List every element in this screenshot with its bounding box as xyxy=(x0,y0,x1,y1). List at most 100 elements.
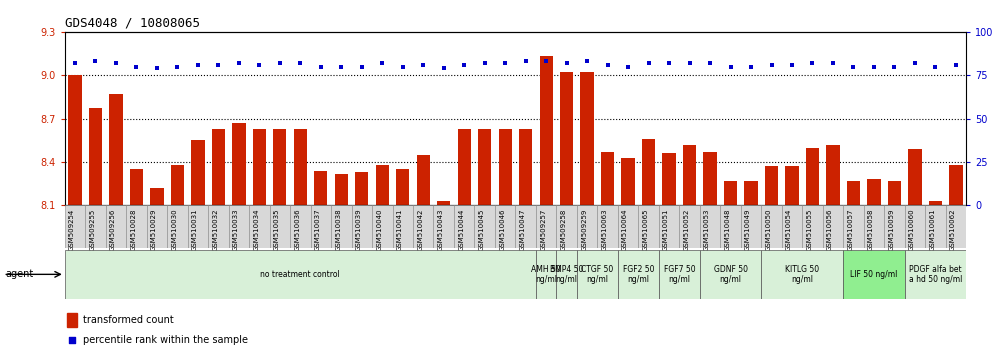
Bar xyxy=(375,165,388,205)
Bar xyxy=(577,205,598,248)
Bar xyxy=(311,205,331,248)
Text: GSM510058: GSM510058 xyxy=(868,209,873,251)
Text: AMH 50
ng/ml: AMH 50 ng/ml xyxy=(531,265,561,284)
Bar xyxy=(945,205,966,248)
Bar xyxy=(249,205,270,248)
Bar xyxy=(785,166,799,205)
Bar xyxy=(273,129,287,205)
Bar xyxy=(557,250,577,299)
Text: GSM509257: GSM509257 xyxy=(540,209,546,251)
Point xyxy=(764,62,780,68)
Text: GSM510043: GSM510043 xyxy=(437,209,444,251)
Text: no treatment control: no treatment control xyxy=(260,270,341,279)
Bar xyxy=(904,250,966,299)
Point xyxy=(497,60,513,66)
Bar xyxy=(433,205,454,248)
Point xyxy=(108,60,124,66)
Text: GSM510056: GSM510056 xyxy=(827,209,833,251)
Bar xyxy=(110,94,123,205)
Point xyxy=(805,60,821,66)
Point xyxy=(149,65,165,71)
Bar xyxy=(765,166,778,205)
Bar xyxy=(540,56,553,205)
Text: GSM510048: GSM510048 xyxy=(724,209,730,251)
Bar xyxy=(352,205,373,248)
Text: GSM510052: GSM510052 xyxy=(683,209,689,251)
Point xyxy=(128,64,144,69)
Point xyxy=(67,60,83,66)
Bar xyxy=(536,250,557,299)
Point xyxy=(948,62,964,68)
Point xyxy=(661,60,677,66)
Bar xyxy=(618,205,638,248)
Bar xyxy=(170,165,184,205)
Bar xyxy=(662,153,675,205)
Bar xyxy=(516,205,536,248)
Point xyxy=(907,60,923,66)
Bar xyxy=(744,181,758,205)
Bar xyxy=(413,205,433,248)
Bar xyxy=(89,108,103,205)
Bar xyxy=(478,129,491,205)
Bar xyxy=(724,181,737,205)
Point xyxy=(169,64,185,69)
Text: GSM510062: GSM510062 xyxy=(950,209,956,251)
Bar xyxy=(618,250,658,299)
Bar xyxy=(373,205,392,248)
Bar xyxy=(581,72,594,205)
Text: GSM510040: GSM510040 xyxy=(376,209,382,251)
Text: BMP4 50
ng/ml: BMP4 50 ng/ml xyxy=(550,265,584,284)
Bar xyxy=(65,205,86,248)
Bar xyxy=(683,145,696,205)
Point xyxy=(559,60,575,66)
Bar xyxy=(658,250,700,299)
Point xyxy=(231,60,247,66)
Bar xyxy=(167,205,187,248)
Bar xyxy=(601,152,615,205)
Text: GSM510045: GSM510045 xyxy=(479,209,485,251)
Bar xyxy=(844,205,864,248)
Bar xyxy=(86,205,106,248)
Bar xyxy=(823,205,844,248)
Text: GSM510030: GSM510030 xyxy=(171,209,177,251)
Bar xyxy=(864,205,884,248)
Bar xyxy=(457,129,471,205)
Point xyxy=(743,64,759,69)
Bar xyxy=(499,129,512,205)
Bar xyxy=(495,205,516,248)
Text: GSM510059: GSM510059 xyxy=(888,209,894,251)
Text: GSM510042: GSM510042 xyxy=(417,209,423,251)
Point xyxy=(190,62,206,68)
Point xyxy=(702,60,718,66)
Bar xyxy=(396,169,409,205)
Text: CTGF 50
ng/ml: CTGF 50 ng/ml xyxy=(582,265,614,284)
Text: GSM510046: GSM510046 xyxy=(499,209,505,251)
Text: GSM510049: GSM510049 xyxy=(745,209,751,251)
Bar xyxy=(106,205,126,248)
Point xyxy=(927,64,943,69)
Bar xyxy=(560,72,574,205)
Bar xyxy=(65,250,536,299)
Text: KITLG 50
ng/ml: KITLG 50 ng/ml xyxy=(785,265,820,284)
Text: GSM510047: GSM510047 xyxy=(520,209,526,251)
Point xyxy=(784,62,800,68)
Bar xyxy=(129,169,143,205)
Text: agent: agent xyxy=(5,269,33,279)
Point xyxy=(518,58,534,64)
Bar xyxy=(232,123,246,205)
Text: GSM510061: GSM510061 xyxy=(929,209,935,251)
Bar xyxy=(802,205,823,248)
Point xyxy=(477,60,493,66)
Text: GSM509259: GSM509259 xyxy=(581,209,587,251)
Bar xyxy=(700,205,720,248)
Bar xyxy=(887,181,901,205)
Text: GSM509254: GSM509254 xyxy=(69,209,75,251)
Point xyxy=(64,337,80,343)
Text: GSM510038: GSM510038 xyxy=(336,209,342,251)
Point xyxy=(88,58,104,64)
Bar xyxy=(212,129,225,205)
Point xyxy=(415,62,431,68)
Text: percentile rank within the sample: percentile rank within the sample xyxy=(83,335,248,345)
Text: GSM510054: GSM510054 xyxy=(786,209,792,251)
Bar xyxy=(314,171,328,205)
